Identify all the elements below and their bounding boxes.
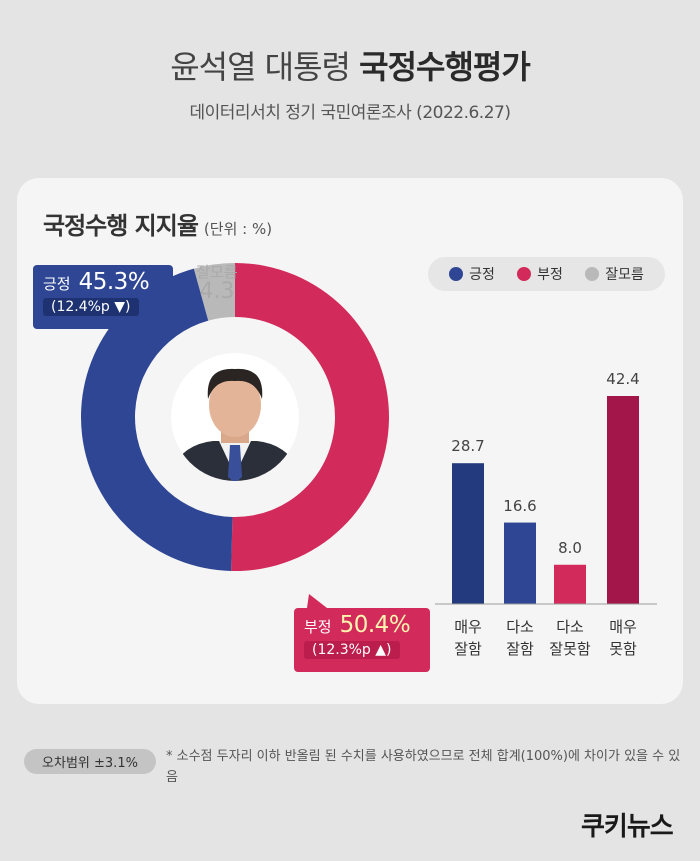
positive-callout: 긍정 45.3% (12.4%p ▼) [33,265,173,329]
brand-logo: 쿠키뉴스 [581,812,674,842]
footnote: * 소수점 두자리 이하 반올림 된 수치를 사용하였으므로 전체 합계(100… [166,749,681,785]
negative-callout: 부정 50.4% (12.3%p ▲) [294,608,430,672]
unknown-label: 잘모름 [196,263,238,281]
unknown-value: 4.3 [199,279,235,304]
legend-item-negative: 부정 [517,264,563,284]
bar-somewhat-bad [554,564,586,604]
negative-callout-label: 부정 [304,618,332,636]
title-bold: 국정수행평가 [359,48,531,86]
bar-value-label: 8.0 [558,538,582,557]
legend: 긍정 부정 잘모름 [428,257,665,291]
page-title: 윤석열 대통령 국정수행평가 [0,42,700,88]
page-subtitle: 데이터리서치 정기 국민여론조사 (2022.6.27) [189,103,511,123]
legend-label-unknown: 잘모름 [605,267,644,283]
bar-category-line: 다소 [506,618,534,636]
card-unit: (단위 : %) [203,220,273,238]
bar-somewhat-good [504,522,536,604]
bar-chart [435,396,657,605]
bar-very-good [452,463,484,604]
bar-value-label: 16.6 [503,496,537,515]
legend-item-unknown: 잘모름 [585,264,644,284]
negative-callout-pointer [307,594,327,608]
bar-category-line: 다소 [556,618,584,636]
donut-chart [81,263,390,608]
card-title: 국정수행 지지율 (단위 : %) [43,206,272,241]
positive-callout-value: 45.3% [78,269,150,295]
bar-value-label: 28.7 [451,437,485,456]
title-light: 윤석열 대통령 [170,48,351,86]
bar-category-line: 잘함 [506,640,534,658]
chart-card: 국정수행 지지율 (단위 : %) 긍정 부정 잘모름 잘모름 4.3 긍정 45… [17,178,683,704]
positive-callout-change: (12.4%p ▼) [43,298,139,316]
bar-category-line: 잘함 [454,640,482,658]
bar-category-line: 못함 [609,640,637,658]
donut-slice-positive [81,268,233,571]
legend-dot-unknown [585,267,600,281]
bar-category-line: 잘못함 [549,640,591,658]
negative-callout-value: 50.4% [339,612,411,638]
legend-dot-negative [517,267,532,281]
bar-category-line: 매우 [609,618,637,636]
donut-slice-unknown [193,263,235,321]
negative-callout-change: (12.3%p ▲) [304,641,400,659]
margin-of-error-badge: 오차범위 ±3.1% [24,749,156,774]
legend-item-positive: 긍정 [449,264,495,284]
bar-very-bad [607,396,639,604]
bar-value-label: 42.4 [606,370,640,388]
donut-slice-negative [231,263,390,571]
card-title-text: 국정수행 지지율 [43,212,199,240]
legend-dot-positive [449,267,464,281]
positive-callout-pointer [137,329,157,344]
legend-label-positive: 긍정 [469,267,495,283]
legend-label-negative: 부정 [537,267,563,283]
positive-callout-label: 긍정 [43,275,71,293]
bar-category-line: 매우 [454,618,482,636]
